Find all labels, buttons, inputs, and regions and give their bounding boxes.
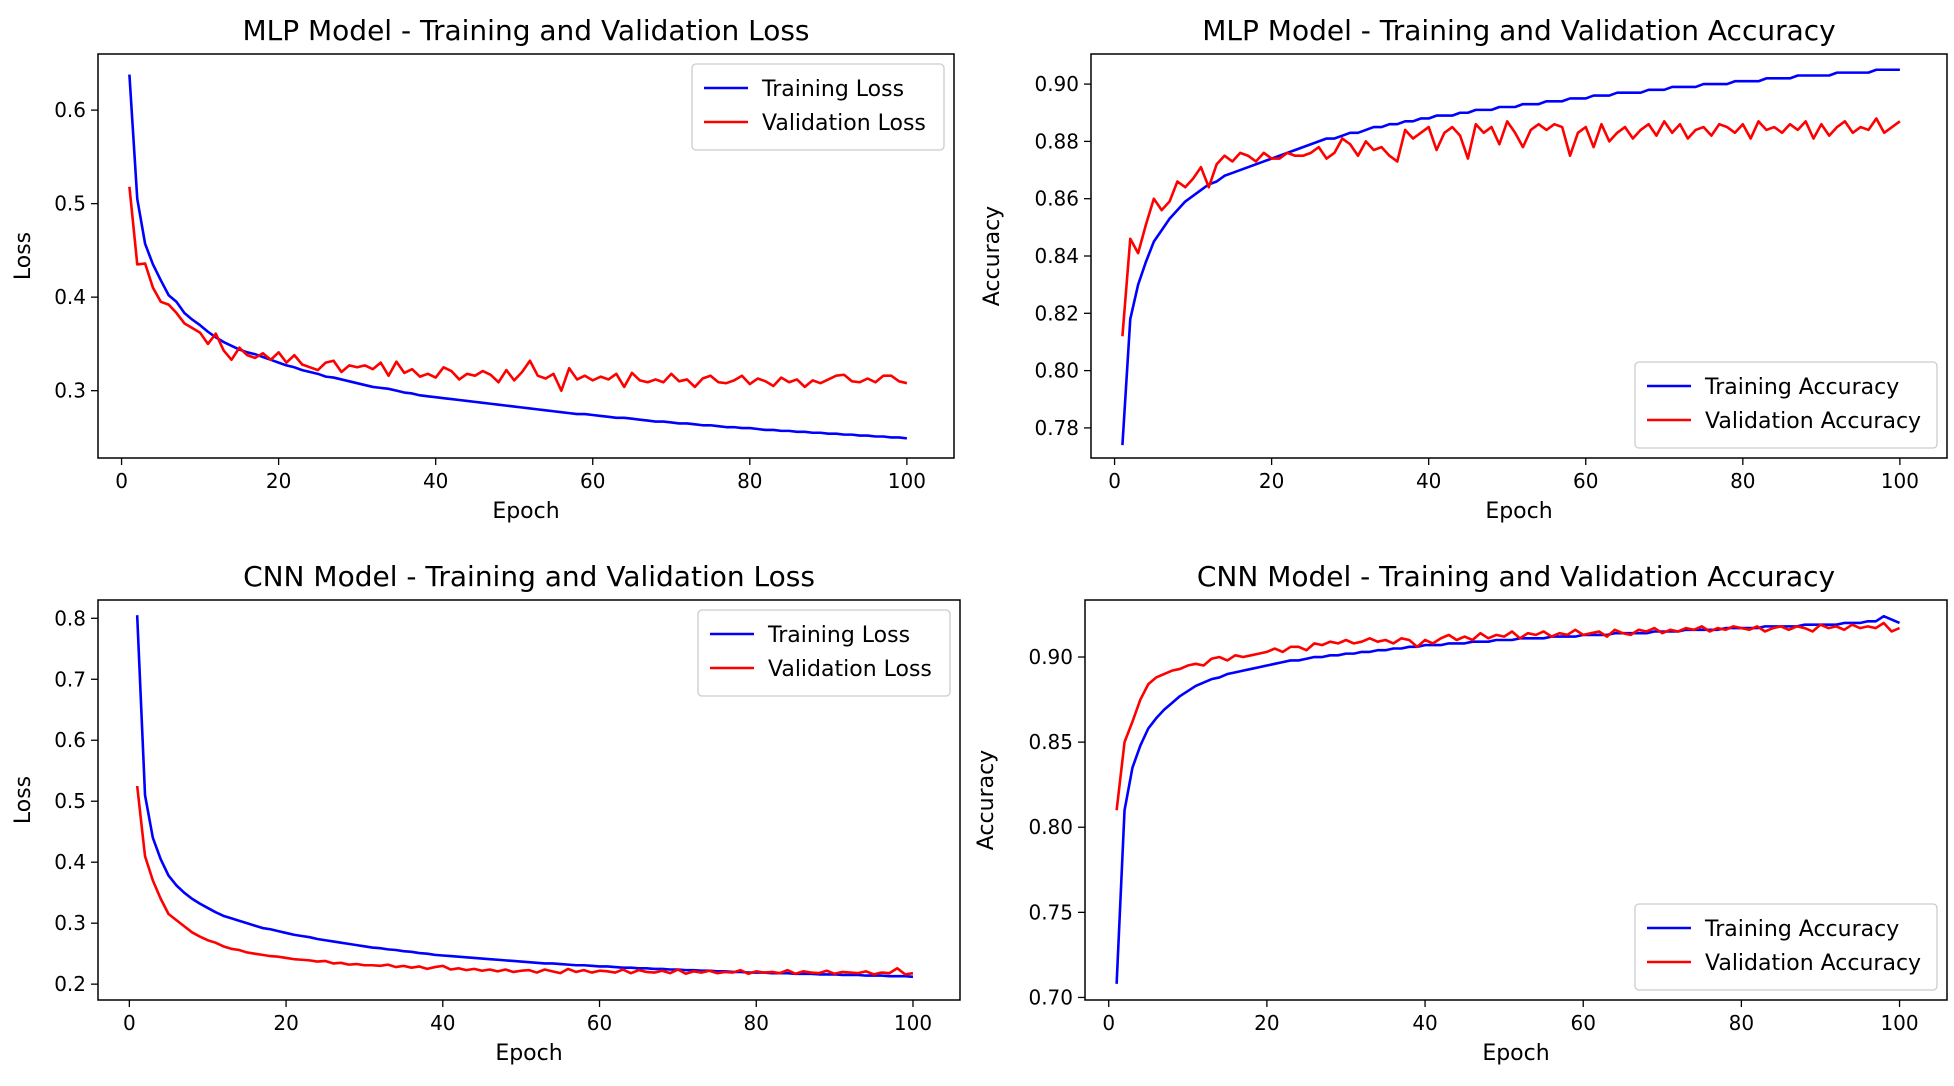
y-tick-label: 0.90	[1028, 645, 1073, 669]
x-tick-label: 60	[1573, 469, 1598, 493]
y-axis-label: Accuracy	[974, 750, 999, 850]
legend-label: Training Accuracy	[1704, 917, 1899, 942]
chart-title: MLP Model - Training and Validation Loss	[242, 14, 809, 47]
legend-box	[1634, 903, 1938, 991]
y-axis-label: Loss	[11, 776, 36, 824]
y-tick-label: 0.2	[54, 972, 86, 996]
legend-box	[691, 63, 945, 151]
legend-label: Validation Loss	[762, 111, 926, 136]
x-tick-label: 0	[1102, 1011, 1115, 1035]
y-tick-label: 0.7	[54, 667, 86, 691]
x-axis-label: Epoch	[495, 1041, 562, 1066]
y-tick-label: 0.80	[1028, 815, 1073, 839]
y-tick-label: 0.4	[54, 285, 86, 309]
x-axis-label: Epoch	[1482, 1041, 1549, 1066]
series-line-validation-accuracy	[1115, 621, 1901, 811]
legend-box	[697, 609, 951, 697]
x-tick-label: 80	[1729, 1011, 1754, 1035]
x-tick-label: 0	[1108, 469, 1121, 493]
x-tick-label: 60	[580, 469, 605, 493]
axes-frame	[97, 599, 961, 1001]
subplot-4: CNN Model - Training and Validation Accu…	[974, 560, 1948, 1066]
x-tick-label: 60	[1570, 1011, 1595, 1035]
y-tick-label: 0.70	[1028, 985, 1073, 1009]
y-tick-label: 0.82	[1034, 301, 1079, 325]
y-tick-label: 0.8	[54, 606, 86, 630]
x-tick-label: 100	[1881, 469, 1919, 493]
y-tick-label: 0.78	[1034, 416, 1079, 440]
subplot-2: MLP Model - Training and Validation Accu…	[980, 14, 1948, 524]
legend-label: Validation Accuracy	[1705, 409, 1921, 434]
x-tick-label: 100	[894, 1011, 932, 1035]
series-line-validation-accuracy	[1121, 117, 1901, 337]
y-tick-label: 0.5	[54, 192, 86, 216]
x-tick-label: 20	[273, 1011, 298, 1035]
subplot-3: CNN Model - Training and Validation Loss…	[11, 560, 961, 1066]
y-tick-label: 0.85	[1028, 730, 1073, 754]
axes-frame	[97, 53, 955, 459]
legend-label: Training Accuracy	[1704, 375, 1899, 400]
y-tick-label: 0.75	[1028, 900, 1073, 924]
x-tick-label: 0	[115, 469, 128, 493]
legend-box	[1634, 361, 1938, 449]
chart-title: CNN Model - Training and Validation Loss	[243, 560, 815, 593]
x-tick-label: 0	[123, 1011, 136, 1035]
y-axis-label: Accuracy	[980, 206, 1005, 306]
x-tick-label: 20	[1259, 469, 1284, 493]
y-axis-label: Loss	[11, 232, 36, 280]
chart-title: MLP Model - Training and Validation Accu…	[1202, 14, 1835, 47]
series-line-training-accuracy	[1115, 614, 1901, 984]
y-tick-label: 0.6	[54, 98, 86, 122]
x-tick-label: 40	[1416, 469, 1441, 493]
legend: Training Accuracy Validation Accuracy	[1634, 903, 1938, 991]
legend: Training Loss Validation Loss	[691, 63, 945, 151]
series-line-validation-loss	[135, 785, 914, 976]
legend-label: Validation Accuracy	[1705, 951, 1921, 976]
x-axis-label: Epoch	[492, 499, 559, 524]
x-tick-label: 60	[587, 1011, 612, 1035]
x-tick-label: 40	[430, 1011, 455, 1035]
legend-label: Validation Loss	[768, 657, 932, 682]
legend: Training Accuracy Validation Accuracy	[1634, 361, 1938, 449]
x-tick-label: 80	[737, 469, 762, 493]
legend: Training Loss Validation Loss	[697, 609, 951, 697]
legend-label: Training Loss	[767, 623, 910, 648]
y-tick-label: 0.3	[54, 911, 86, 935]
axes-frame	[1084, 599, 1948, 1001]
x-tick-label: 80	[744, 1011, 769, 1035]
y-tick-label: 0.90	[1034, 72, 1079, 96]
legend-label: Training Loss	[761, 77, 904, 102]
y-tick-label: 0.3	[54, 379, 86, 403]
y-tick-label: 0.4	[54, 850, 86, 874]
x-axis-label: Epoch	[1485, 499, 1552, 524]
x-tick-label: 40	[423, 469, 448, 493]
y-tick-label: 0.86	[1034, 187, 1079, 211]
x-tick-label: 100	[1880, 1011, 1918, 1035]
y-tick-label: 0.88	[1034, 129, 1079, 153]
y-tick-label: 0.80	[1034, 359, 1079, 383]
y-tick-label: 0.84	[1034, 244, 1079, 268]
y-tick-label: 0.5	[54, 789, 86, 813]
x-tick-label: 20	[266, 469, 291, 493]
x-tick-label: 100	[888, 469, 926, 493]
series-line-training-loss	[135, 615, 914, 979]
series-line-validation-loss	[128, 186, 908, 392]
x-tick-label: 80	[1730, 469, 1755, 493]
chart-title: CNN Model - Training and Validation Accu…	[1197, 560, 1835, 593]
subplot-1: MLP Model - Training and Validation Loss…	[11, 14, 955, 524]
x-tick-label: 20	[1254, 1011, 1279, 1035]
x-tick-label: 40	[1412, 1011, 1437, 1035]
y-tick-label: 0.6	[54, 728, 86, 752]
series-line-training-accuracy	[1121, 68, 1900, 446]
